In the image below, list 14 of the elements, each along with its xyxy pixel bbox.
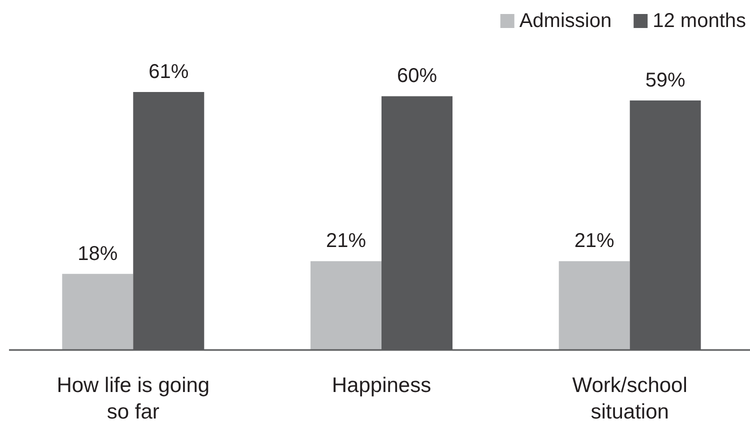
legend-label: Admission <box>519 10 612 32</box>
x-tick-label: Happiness <box>332 374 432 397</box>
x-tick-label: Work/school situation <box>572 374 688 424</box>
data-label: 59% <box>645 69 686 92</box>
bar <box>310 261 382 350</box>
data-label: 60% <box>396 65 438 88</box>
data-label: 21% <box>574 230 615 252</box>
x-tick-label: How life is going so far <box>56 374 210 424</box>
data-label: 18% <box>78 242 118 265</box>
bar <box>558 261 630 350</box>
legend-label: 12 months <box>652 10 746 32</box>
data-label: 21% <box>326 230 366 252</box>
data-label: 61% <box>148 61 189 83</box>
bar <box>62 274 134 350</box>
